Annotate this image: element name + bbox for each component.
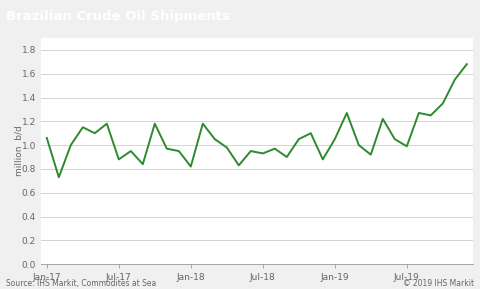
Text: Brazilian Crude Oil Shipments: Brazilian Crude Oil Shipments xyxy=(6,10,229,23)
Text: Source: IHS Markit, Commodites at Sea: Source: IHS Markit, Commodites at Sea xyxy=(6,279,156,288)
Text: © 2019 IHS Markit: © 2019 IHS Markit xyxy=(403,279,474,288)
Y-axis label: million  b/d: million b/d xyxy=(14,126,24,176)
